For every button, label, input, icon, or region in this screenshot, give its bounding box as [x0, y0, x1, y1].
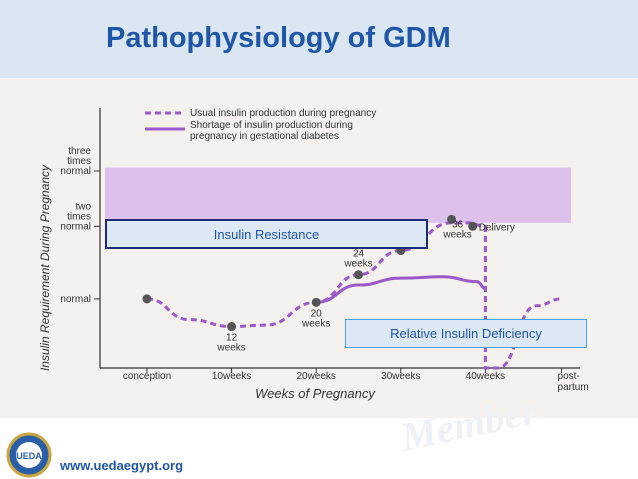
data-point: [142, 294, 152, 304]
point-label: Delivery: [479, 222, 515, 233]
ueda-logo-icon: UEDA: [6, 432, 52, 478]
legend-label: Shortage of insulin production during pre…: [190, 120, 353, 142]
svg-text:UEDA: UEDA: [16, 451, 42, 461]
x-tick-label: post-partum: [558, 371, 589, 393]
x-tick-label: 20weeks: [296, 371, 335, 382]
data-point: [311, 297, 321, 307]
gdm-insulin-line: [316, 275, 486, 304]
data-point: [447, 214, 457, 224]
y-tick-label: two times normal: [60, 201, 91, 232]
point-label: 24 weeks: [343, 249, 372, 270]
x-tick-label: conception: [123, 371, 171, 382]
footer-url: www.uedaegypt.org: [60, 458, 184, 473]
x-tick-label: 10weeks: [212, 371, 251, 382]
y-tick-label: three times normal: [60, 146, 91, 177]
slide-title: Pathophysiology of GDM: [106, 22, 451, 54]
insulin-resistance-box: Insulin Resistance: [105, 219, 428, 249]
insulin-chart: normal two times normal three times normal conc…: [38, 108, 589, 401]
legend-label: Usual insulin production during pregnanc…: [190, 108, 376, 119]
point-label: 36 weeks: [442, 219, 471, 240]
x-tick-label: 30weeks: [381, 371, 420, 382]
data-point: [354, 270, 363, 280]
insulin-deficiency-box: Relative Insulin Deficiency: [345, 319, 587, 348]
x-axis-label: Weeks of Pregnancy: [255, 386, 376, 401]
data-point: [227, 322, 237, 332]
title-bar: [0, 0, 638, 78]
point-label: 20 weeks: [301, 308, 330, 329]
point-label: 12 weeks: [216, 333, 245, 354]
x-tick-label: 40weeks: [466, 371, 505, 382]
requirement-band: [105, 167, 571, 223]
footer: [0, 418, 638, 479]
data-point: [468, 221, 478, 231]
y-tick-label: normal: [60, 294, 91, 305]
y-axis-label: Insulin Requirement During Pregnancy: [38, 164, 52, 371]
